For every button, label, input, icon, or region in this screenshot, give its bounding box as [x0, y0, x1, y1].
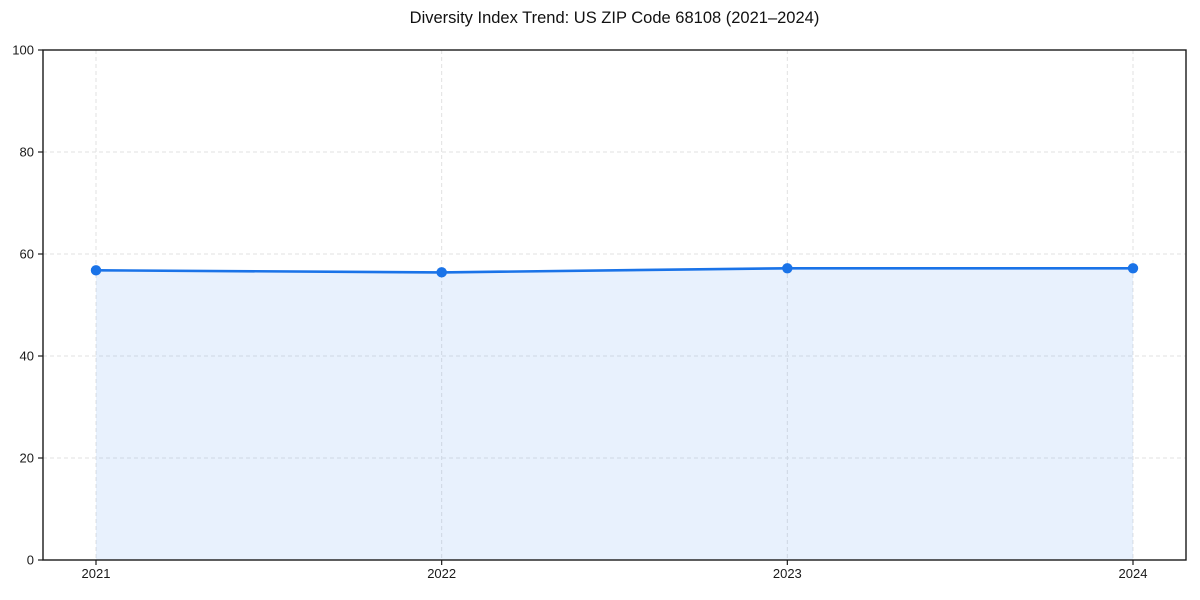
y-tick-label: 80 [20, 145, 34, 160]
y-tick-label: 0 [27, 553, 34, 568]
x-tick-label: 2022 [427, 566, 456, 581]
data-point-marker [1127, 263, 1139, 274]
x-tick-label: 2021 [82, 566, 111, 581]
y-tick-label: 20 [20, 451, 34, 466]
y-tick-label: 60 [20, 247, 34, 262]
data-point-marker [436, 267, 447, 278]
x-tick-label: 2023 [773, 566, 802, 581]
chart-title: Diversity Index Trend: US ZIP Code 68108… [409, 9, 820, 27]
y-tick-label: 100 [12, 43, 34, 58]
data-point-marker [90, 265, 102, 276]
x-tick-label: 2024 [1119, 566, 1148, 581]
data-point-marker [782, 263, 793, 274]
y-tick-label: 40 [20, 349, 34, 364]
plot-border [42, 49, 1187, 561]
series-area-fill [96, 268, 1133, 560]
series-line [94, 267, 1135, 274]
